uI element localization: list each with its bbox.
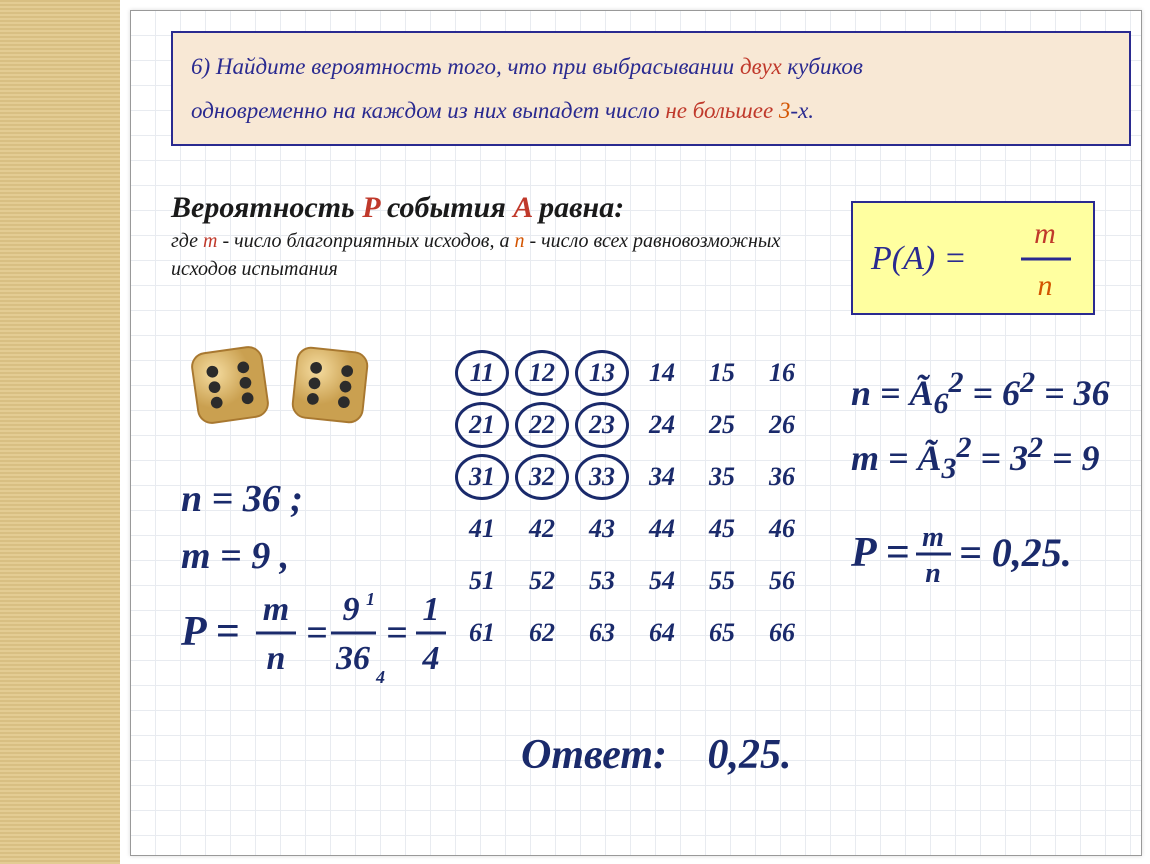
problem-orange: 3 <box>773 98 790 123</box>
svg-text:36: 36 <box>335 640 370 677</box>
outcome-cell: 44 <box>633 504 691 554</box>
outcome-cell: 42 <box>513 504 571 554</box>
outcome-cell: 26 <box>753 400 811 450</box>
handwriting-right: n = Ã62 = 62 = 36 m = Ã32 = 32 = 9 P = m… <box>851 361 1111 590</box>
problem-text-1: Найдите вероятность того, что при выбрас… <box>216 54 740 79</box>
theory-heading: Вероятность P события A равна: <box>171 191 831 225</box>
hw-n: n = 36 ; <box>181 471 491 528</box>
formula-den: n <box>1038 269 1053 302</box>
formula-box: P(A) = m n <box>851 201 1095 315</box>
problem-number: 6) <box>191 54 210 79</box>
outcome-cell: 63 <box>573 608 631 658</box>
theory-block: Вероятность P события A равна: где m - ч… <box>171 191 831 283</box>
ts-a: где <box>171 230 203 252</box>
svg-text:n: n <box>925 558 941 589</box>
sidebar-texture <box>0 0 120 864</box>
r2a: m = Ã <box>851 438 942 478</box>
r1c: = 36 <box>1044 373 1110 413</box>
hw-p-frac: P = m n = 9 36 1 4 = 1 4 <box>181 585 491 685</box>
svg-text:m: m <box>922 522 944 553</box>
outcome-cell: 52 <box>513 556 571 606</box>
answer-value: 0,25. <box>708 732 792 778</box>
die-2 <box>287 342 373 428</box>
handwriting-left: n = 36 ; m = 9 , P = m n = 9 36 1 4 = 1 … <box>181 471 491 685</box>
outcome-cell: 16 <box>753 348 811 398</box>
outcome-cell: 11 <box>453 348 511 398</box>
th-b: события <box>379 191 513 224</box>
outcome-cell: 14 <box>633 348 691 398</box>
outcome-cell: 55 <box>693 556 751 606</box>
outcome-cell: 25 <box>693 400 751 450</box>
outcome-grid: 1112131415162122232425263132333435364142… <box>451 346 813 660</box>
svg-text:P =: P = <box>851 530 910 576</box>
outcome-cell: 56 <box>753 556 811 606</box>
outcome-cell: 62 <box>513 608 571 658</box>
svg-text:=: = <box>306 612 328 654</box>
outcome-cell: 46 <box>753 504 811 554</box>
hw-m: m = 9 , <box>181 528 491 585</box>
theory-sub: где m - число благоприятных исходов, а n… <box>171 227 831 283</box>
problem-text-4: -х. <box>790 98 814 123</box>
outcome-cell: 64 <box>633 608 691 658</box>
answer-line: Ответ: 0,25. <box>521 731 792 779</box>
outcome-cell: 15 <box>693 348 751 398</box>
outcome-cell: 21 <box>453 400 511 450</box>
th-c: равна: <box>532 191 625 224</box>
outcome-cell: 54 <box>633 556 691 606</box>
formula-left: P(A) = <box>870 240 967 277</box>
hw-p-result: P = m n = 0,25. <box>851 520 1111 590</box>
outcome-cell: 33 <box>573 452 631 502</box>
svg-text:n: n <box>267 640 286 677</box>
outcome-cell: 35 <box>693 452 751 502</box>
outcome-cell: 32 <box>513 452 571 502</box>
die-1 <box>186 341 274 429</box>
ts-b: - число благоприятных исходов, а <box>218 230 515 252</box>
outcome-cell: 22 <box>513 400 571 450</box>
svg-text:P =: P = <box>181 609 240 655</box>
outcome-cell: 53 <box>573 556 631 606</box>
r1b: = 6 <box>973 373 1021 413</box>
svg-text:4: 4 <box>422 640 440 677</box>
th-p: P <box>362 191 379 224</box>
svg-text:1: 1 <box>366 589 375 609</box>
ts-n: n <box>514 230 524 252</box>
r2c: = 9 <box>1052 438 1100 478</box>
svg-text:4: 4 <box>375 667 385 685</box>
svg-text:=: = <box>386 612 408 654</box>
th-aa: A <box>513 191 531 224</box>
svg-text:= 0,25.: = 0,25. <box>959 530 1072 575</box>
outcome-cell: 13 <box>573 348 631 398</box>
answer-label: Ответ: <box>521 732 667 778</box>
r1a: n = Ã <box>851 373 934 413</box>
ts-m: m <box>203 230 217 252</box>
hw-n-formula: n = Ã62 = 62 = 36 <box>851 361 1111 426</box>
problem-text-2: кубиков <box>782 54 863 79</box>
outcome-cell: 24 <box>633 400 691 450</box>
outcome-cell: 66 <box>753 608 811 658</box>
dice-illustration <box>191 346 387 429</box>
outcome-cell: 43 <box>573 504 631 554</box>
problem-red-2: не большее <box>665 98 773 123</box>
r2b: = 3 <box>981 438 1029 478</box>
problem-text-3: одновременно на каждом из них выпадет чи… <box>191 98 665 123</box>
outcome-cell: 34 <box>633 452 691 502</box>
svg-text:1: 1 <box>423 591 440 628</box>
problem-red-1: двух <box>740 54 782 79</box>
th-a: Вероятность <box>171 191 362 224</box>
outcome-cell: 23 <box>573 400 631 450</box>
notebook-page: 6) Найдите вероятность того, что при выб… <box>130 10 1142 856</box>
problem-statement: 6) Найдите вероятность того, что при выб… <box>171 31 1131 146</box>
formula-num: m <box>1034 217 1056 250</box>
outcome-cell: 12 <box>513 348 571 398</box>
svg-text:9: 9 <box>343 591 360 628</box>
outcome-cell: 45 <box>693 504 751 554</box>
hw-m-formula: m = Ã32 = 32 = 9 <box>851 426 1111 491</box>
outcome-cell: 36 <box>753 452 811 502</box>
outcome-cell: 65 <box>693 608 751 658</box>
svg-text:m: m <box>263 591 289 628</box>
